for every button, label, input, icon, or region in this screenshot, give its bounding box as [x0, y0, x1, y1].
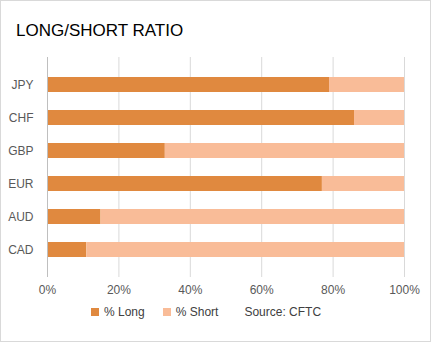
svg-text:60%: 60%: [250, 283, 274, 297]
svg-text:20%: 20%: [107, 283, 131, 297]
html-text:Source: CFTC: Source: CFTC: [244, 305, 322, 319]
svg-text:AUD: AUD: [8, 210, 34, 224]
svg-text:GBP: GBP: [8, 144, 33, 158]
svg-text:CAD: CAD: [8, 243, 34, 257]
html-text:% Long: % Long: [104, 305, 145, 319]
svg-text:JPY: JPY: [11, 78, 33, 92]
svg-text:0%: 0%: [39, 283, 57, 297]
svg-text:80%: 80%: [321, 283, 345, 297]
svg-text:40%: 40%: [178, 283, 202, 297]
svg-text:CHF: CHF: [9, 111, 34, 125]
svg-text:EUR: EUR: [8, 177, 34, 191]
svg-text:100%: 100%: [389, 283, 420, 297]
html-text:LONG/SHORT RATIO: LONG/SHORT RATIO: [16, 21, 184, 40]
html-text:% Short: % Short: [175, 305, 219, 319]
